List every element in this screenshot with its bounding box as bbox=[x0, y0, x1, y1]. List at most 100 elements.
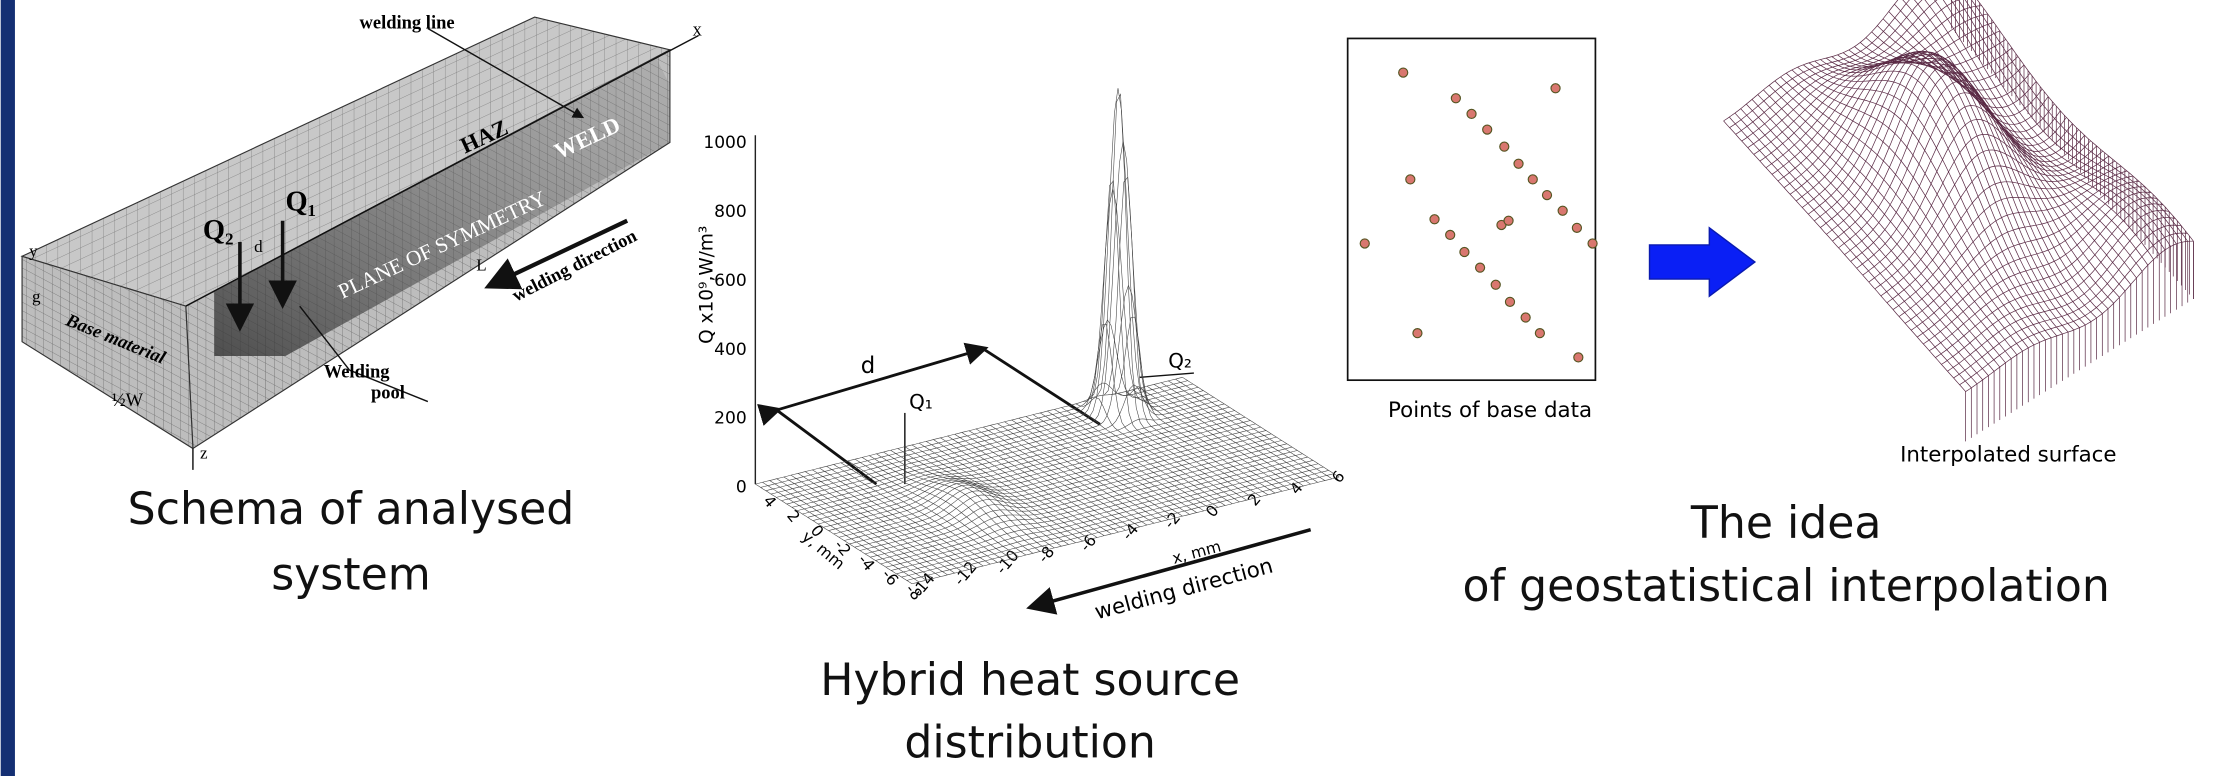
point bbox=[1466, 108, 1477, 120]
x-axis bbox=[185, 34, 699, 307]
mesh-line bbox=[776, 88, 1204, 498]
mesh-line bbox=[954, 434, 1112, 535]
caption: of geostatistical interpolation bbox=[1463, 561, 2110, 612]
mesh-line bbox=[1820, 59, 2063, 335]
label: Q₁ bbox=[285, 187, 316, 218]
mesh-line bbox=[790, 474, 948, 576]
mesh-line bbox=[1803, 64, 2046, 341]
mesh-line bbox=[1848, 49, 2092, 322]
mesh-line bbox=[1757, 94, 2001, 368]
point bbox=[1571, 222, 1583, 233]
mesh-line bbox=[1958, 0, 2177, 245]
point bbox=[1513, 158, 1524, 169]
mesh-line bbox=[1785, 72, 2029, 349]
mesh-line bbox=[847, 460, 1005, 561]
direction-arrow bbox=[1026, 527, 1312, 615]
mesh-line bbox=[1103, 176, 1261, 497]
mesh-line bbox=[1004, 421, 1162, 522]
label: x bbox=[693, 21, 703, 41]
label: L bbox=[476, 256, 486, 275]
point bbox=[1550, 83, 1561, 94]
label: g bbox=[32, 287, 41, 306]
mesh-line bbox=[1160, 382, 1318, 483]
mesh-line bbox=[1976, 0, 2194, 242]
mesh-line bbox=[1089, 180, 1247, 501]
point bbox=[1503, 215, 1514, 226]
y-tick-label: 2 bbox=[783, 506, 804, 526]
point bbox=[1445, 229, 1456, 241]
caption: The idea bbox=[1690, 498, 1882, 549]
d-leader bbox=[982, 347, 1101, 426]
mesh-line bbox=[1751, 99, 1995, 372]
caption: distribution bbox=[904, 717, 1155, 768]
mesh-line bbox=[1774, 80, 2018, 356]
label: Welding bbox=[324, 362, 391, 382]
axis-label: Q x10⁹,W/m³ bbox=[697, 226, 718, 344]
mesh-line bbox=[1950, 0, 2171, 247]
mesh-line bbox=[1082, 323, 1240, 503]
mesh-line bbox=[762, 482, 920, 583]
mesh-line bbox=[1832, 63, 2061, 242]
y-tick-label: 4 bbox=[759, 492, 780, 512]
caption: Hybrid heat source bbox=[820, 655, 1240, 706]
mesh-line bbox=[1025, 416, 1183, 517]
point bbox=[1499, 141, 1510, 152]
mesh-line bbox=[1877, 25, 2120, 298]
mesh-line bbox=[926, 441, 1083, 542]
mesh-line bbox=[1854, 46, 2097, 319]
mesh-line bbox=[990, 425, 1148, 526]
mesh-line bbox=[854, 458, 1012, 559]
mesh-line bbox=[769, 480, 927, 581]
mesh-line bbox=[1740, 108, 1983, 381]
z-tick-label: 0 bbox=[736, 478, 747, 498]
point bbox=[1412, 328, 1423, 339]
mesh-line bbox=[1734, 112, 1978, 385]
z-tick-label: 600 bbox=[714, 271, 747, 291]
mesh-line bbox=[1814, 60, 2058, 337]
mesh-line bbox=[1831, 52, 2075, 331]
mesh-line bbox=[1934, 0, 2160, 255]
mesh-line bbox=[869, 455, 1027, 556]
mesh-line bbox=[1146, 385, 1304, 487]
mesh-line bbox=[805, 471, 962, 572]
mesh-line bbox=[1728, 116, 1972, 389]
mesh-line bbox=[1061, 407, 1219, 508]
mesh-line bbox=[1865, 37, 2109, 309]
point bbox=[1527, 174, 1538, 185]
z-tick-label: 1000 bbox=[703, 133, 746, 153]
label: y bbox=[29, 241, 38, 260]
mesh-line bbox=[1039, 412, 1197, 513]
mesh-line bbox=[812, 469, 970, 570]
mesh-line bbox=[1111, 316, 1269, 496]
pool-leader bbox=[299, 305, 351, 371]
mesh-line bbox=[1768, 85, 2012, 359]
d-leader bbox=[775, 408, 878, 486]
label: pool bbox=[371, 384, 405, 404]
mesh-line bbox=[1011, 419, 1169, 520]
label: d bbox=[254, 237, 263, 256]
mesh-line bbox=[975, 428, 1133, 529]
side-bar bbox=[0, 0, 15, 776]
mesh-line bbox=[1808, 62, 2052, 339]
mesh-line bbox=[968, 430, 1126, 531]
geostat-figure: Points of base data Interpolated surface… bbox=[1346, 0, 2194, 612]
label: z bbox=[200, 443, 208, 462]
mesh-line bbox=[833, 464, 991, 565]
point bbox=[1587, 238, 1598, 249]
point bbox=[1573, 352, 1584, 363]
mesh-line bbox=[840, 462, 998, 563]
mesh-line bbox=[1797, 66, 2040, 343]
caption: system bbox=[271, 549, 431, 600]
point bbox=[1474, 262, 1486, 273]
mesh-line bbox=[791, 384, 1220, 508]
pool-leader bbox=[349, 369, 429, 403]
weld-zone bbox=[214, 56, 670, 356]
mesh-line bbox=[1075, 396, 1233, 504]
label: Q₂ bbox=[1168, 349, 1192, 372]
mesh-line bbox=[961, 432, 1119, 533]
mesh-line bbox=[776, 478, 934, 579]
mesh-line bbox=[911, 444, 1069, 545]
direction-arrow bbox=[484, 218, 629, 290]
